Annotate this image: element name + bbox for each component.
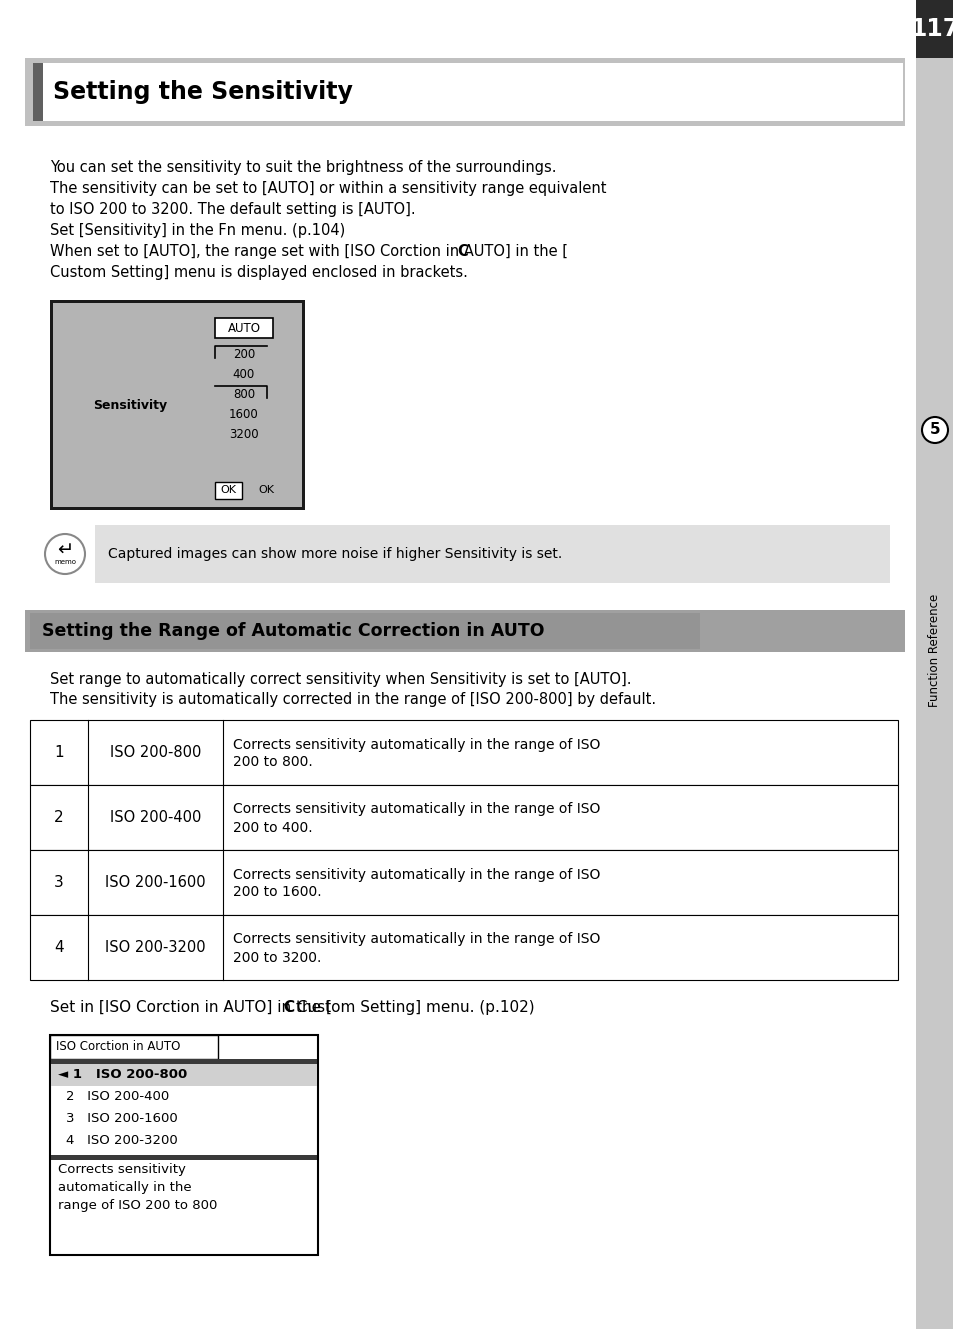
Text: automatically in the: automatically in the <box>58 1181 192 1193</box>
Text: 800: 800 <box>233 388 254 400</box>
Text: to ISO 200 to 3200. The default setting is [AUTO].: to ISO 200 to 3200. The default setting … <box>50 202 416 217</box>
Bar <box>30 613 700 649</box>
Bar <box>25 610 904 653</box>
Text: Set range to automatically correct sensitivity when Sensitivity is set to [AUTO]: Set range to automatically correct sensi… <box>50 672 631 687</box>
Bar <box>50 300 305 510</box>
Text: When set to [AUTO], the range set with [ISO Corction in AUTO] in the [: When set to [AUTO], the range set with [… <box>50 245 567 259</box>
Text: Corrects sensitivity automatically in the range of ISO: Corrects sensitivity automatically in th… <box>233 738 599 751</box>
Text: You can set the sensitivity to suit the brightness of the surroundings.: You can set the sensitivity to suit the … <box>50 159 556 175</box>
Text: 3: 3 <box>54 874 64 890</box>
Text: The sensitivity is automatically corrected in the range of [ISO 200-800] by defa: The sensitivity is automatically correct… <box>50 692 656 707</box>
Circle shape <box>45 534 85 574</box>
Text: Custom Setting] menu. (p.102): Custom Setting] menu. (p.102) <box>292 999 534 1015</box>
Text: 200 to 3200.: 200 to 3200. <box>233 950 321 965</box>
Text: Custom Setting] menu is displayed enclosed in brackets.: Custom Setting] menu is displayed enclos… <box>50 264 467 280</box>
Text: The sensitivity can be set to [AUTO] or within a sensitivity range equivalent: The sensitivity can be set to [AUTO] or … <box>50 181 606 195</box>
Bar <box>51 1065 316 1086</box>
Bar <box>33 62 43 121</box>
Bar <box>915 0 953 58</box>
Text: 400: 400 <box>233 368 254 380</box>
Text: Captured images can show more noise if higher Sensitivity is set.: Captured images can show more noise if h… <box>108 548 561 561</box>
Circle shape <box>921 417 947 443</box>
Text: Set in [ISO Corction in AUTO] in the [: Set in [ISO Corction in AUTO] in the [ <box>50 999 332 1015</box>
Text: ◄ 1   ISO 200-800: ◄ 1 ISO 200-800 <box>58 1069 187 1082</box>
Text: ISO Corction in AUTO: ISO Corction in AUTO <box>56 1041 180 1054</box>
Text: Corrects sensitivity automatically in the range of ISO: Corrects sensitivity automatically in th… <box>233 803 599 816</box>
Text: 1600: 1600 <box>229 408 258 420</box>
Text: 5: 5 <box>929 423 940 437</box>
Text: 200 to 400.: 200 to 400. <box>233 820 313 835</box>
Bar <box>50 1035 317 1255</box>
Text: 200 to 1600.: 200 to 1600. <box>233 885 321 900</box>
Bar <box>51 1059 316 1065</box>
Bar <box>915 0 953 1329</box>
Text: Corrects sensitivity automatically in the range of ISO: Corrects sensitivity automatically in th… <box>233 868 599 881</box>
Bar <box>25 58 904 126</box>
Text: 200: 200 <box>233 347 254 360</box>
Text: ISO 200-800: ISO 200-800 <box>110 746 201 760</box>
Bar <box>53 303 302 506</box>
Text: 4   ISO 200-3200: 4 ISO 200-3200 <box>66 1135 177 1147</box>
Bar <box>214 482 242 498</box>
Bar <box>51 1155 316 1160</box>
Bar <box>33 62 902 121</box>
Text: Corrects sensitivity: Corrects sensitivity <box>58 1163 186 1176</box>
Text: 117: 117 <box>909 17 953 41</box>
Text: AUTO: AUTO <box>227 322 260 335</box>
Text: 4: 4 <box>54 940 64 956</box>
Text: C: C <box>283 999 294 1015</box>
Text: OK: OK <box>257 485 274 494</box>
Bar <box>50 1035 218 1059</box>
Text: 200 to 800.: 200 to 800. <box>233 755 313 769</box>
Bar <box>214 318 273 338</box>
Text: memo: memo <box>54 560 76 565</box>
Text: ISO 200-400: ISO 200-400 <box>110 809 201 825</box>
Text: ISO 200-1600: ISO 200-1600 <box>105 874 206 890</box>
Text: Sensitivity: Sensitivity <box>92 399 167 412</box>
Text: 2: 2 <box>54 809 64 825</box>
Bar <box>95 525 889 583</box>
Text: 3   ISO 200-1600: 3 ISO 200-1600 <box>66 1112 177 1126</box>
Text: ↵: ↵ <box>57 541 73 560</box>
Text: ISO 200-3200: ISO 200-3200 <box>105 940 206 956</box>
Bar <box>30 785 897 851</box>
Text: Corrects sensitivity automatically in the range of ISO: Corrects sensitivity automatically in th… <box>233 933 599 946</box>
Text: range of ISO 200 to 800: range of ISO 200 to 800 <box>58 1199 217 1212</box>
Bar <box>30 851 897 914</box>
Text: 2   ISO 200-400: 2 ISO 200-400 <box>66 1091 169 1103</box>
Text: Function Reference: Function Reference <box>927 593 941 707</box>
Bar <box>30 914 897 979</box>
Bar <box>30 720 897 785</box>
Text: Setting the Range of Automatic Correction in AUTO: Setting the Range of Automatic Correctio… <box>42 622 544 641</box>
Text: 3200: 3200 <box>229 428 258 440</box>
Text: C: C <box>456 245 468 259</box>
Text: OK: OK <box>220 485 235 494</box>
Text: 1: 1 <box>54 746 64 760</box>
Text: Set [Sensitivity] in the Fn menu. (p.104): Set [Sensitivity] in the Fn menu. (p.104… <box>50 223 345 238</box>
Text: Setting the Sensitivity: Setting the Sensitivity <box>53 80 353 104</box>
